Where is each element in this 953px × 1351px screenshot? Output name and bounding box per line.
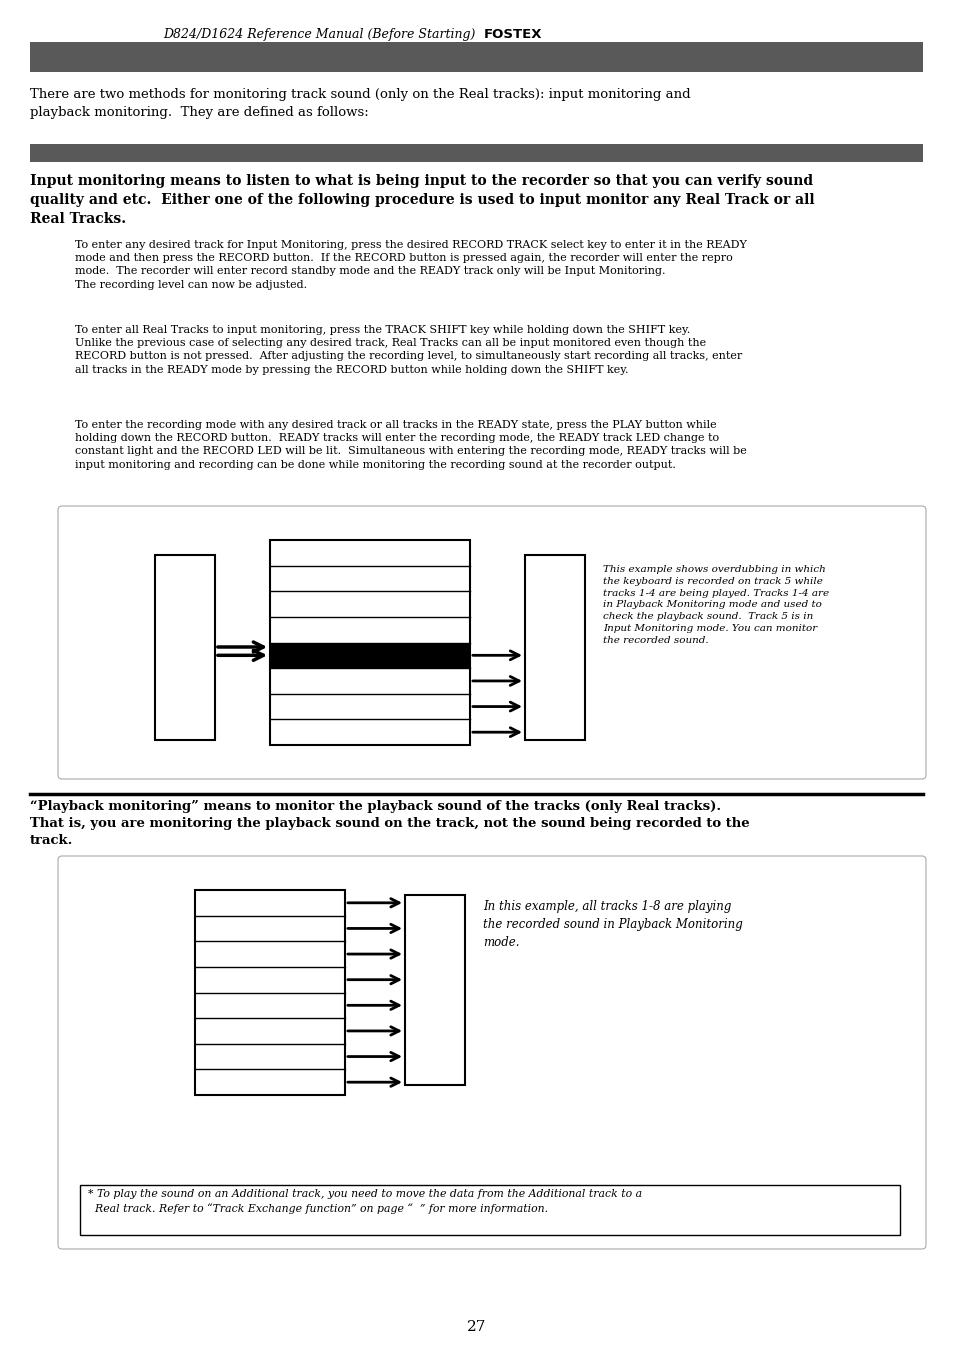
Text: To enter all Real Tracks to input monitoring, press the TRACK SHIFT key while ho: To enter all Real Tracks to input monito… [75,326,741,374]
Bar [194,890,345,1096]
FancyBboxPatch shape [58,857,925,1250]
Bar [80,1185,899,1235]
Text: “Playback monitoring” means to monitor the playback sound of the tracks (only Re: “Playback monitoring” means to monitor t… [30,800,720,813]
Text: In this example, all tracks 1-8 are playing
the recorded sound in Playback Monit: In this example, all tracks 1-8 are play… [482,900,742,948]
Bar [30,42,923,72]
Text: track.: track. [30,834,73,847]
Text: 27: 27 [467,1320,486,1333]
Bar [270,540,470,744]
Text: This example shows overdubbing in which
the keyboard is recorded on track 5 whil: This example shows overdubbing in which … [602,565,828,644]
Bar [405,894,464,1085]
Text: There are two methods for monitoring track sound (only on the Real tracks): inpu: There are two methods for monitoring tra… [30,88,690,119]
Text: To enter any desired track for Input Monitoring, press the desired RECORD TRACK : To enter any desired track for Input Mon… [75,240,746,289]
Text: That is, you are monitoring the playback sound on the track, not the sound being: That is, you are monitoring the playback… [30,817,749,830]
Bar [154,555,214,740]
Text: * To play the sound on an Additional track, you need to move the data from the A: * To play the sound on an Additional tra… [88,1189,641,1213]
Text: Input monitoring means to listen to what is being input to the recorder so that : Input monitoring means to listen to what… [30,174,814,226]
Text: FOSTEX: FOSTEX [483,28,542,41]
Bar [30,145,923,162]
FancyBboxPatch shape [58,507,925,780]
Text: To enter the recording mode with any desired track or all tracks in the READY st: To enter the recording mode with any des… [75,420,746,470]
Bar [270,643,470,669]
Bar [524,555,584,740]
Text: D824/D1624 Reference Manual (Before Starting): D824/D1624 Reference Manual (Before Star… [164,28,479,41]
